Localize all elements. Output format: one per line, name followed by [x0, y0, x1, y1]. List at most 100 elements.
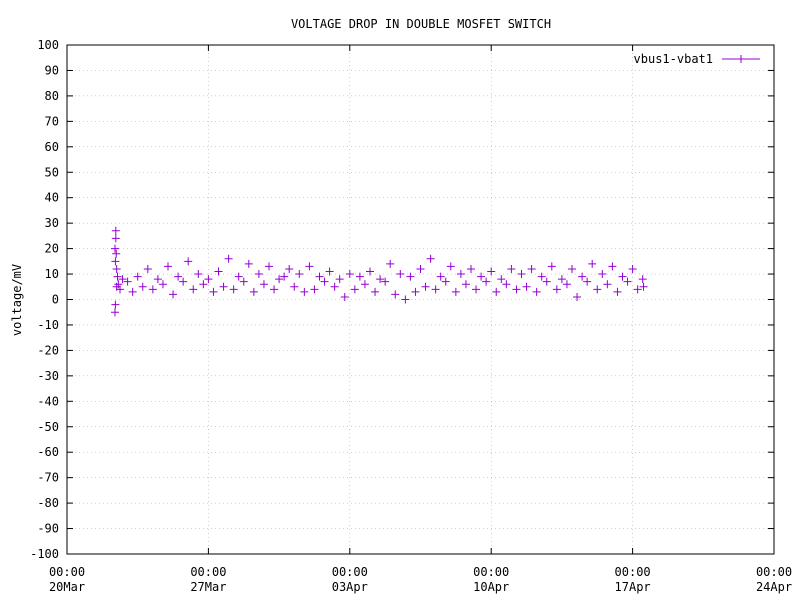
y-tick-label: 60	[45, 140, 59, 154]
y-tick-label: 40	[45, 191, 59, 205]
y-tick-label: 0	[52, 293, 59, 307]
point	[244, 259, 253, 268]
point	[557, 275, 566, 284]
x-tick-label: 00:00 10Apr	[473, 565, 509, 594]
point	[305, 262, 314, 271]
point	[164, 262, 172, 271]
point	[477, 272, 486, 281]
point	[111, 300, 120, 309]
point	[114, 280, 123, 289]
point	[350, 285, 359, 294]
point	[613, 287, 622, 296]
y-tick-label: 10	[45, 267, 59, 281]
legend-label: vbus1-vbat1	[634, 52, 713, 66]
point	[275, 275, 284, 284]
point	[133, 272, 142, 281]
point	[194, 270, 203, 279]
y-tick-label: -50	[37, 420, 59, 434]
y-tick-label: 20	[45, 242, 59, 256]
point	[456, 270, 465, 279]
point	[290, 282, 299, 291]
x-tick-label: 00:00 27Mar	[190, 565, 226, 594]
point	[446, 262, 455, 271]
point	[381, 277, 390, 286]
point	[169, 290, 178, 299]
point	[360, 280, 369, 289]
x-tick-label: 00:00 03Apr	[332, 565, 368, 594]
point	[174, 272, 183, 281]
point	[214, 267, 223, 276]
point	[416, 264, 425, 273]
point	[482, 277, 491, 286]
point	[128, 287, 137, 296]
point	[406, 272, 415, 281]
y-tick-label: -10	[37, 318, 59, 332]
point	[588, 259, 597, 268]
y-tick-label: -60	[37, 445, 59, 459]
point	[547, 262, 556, 271]
point	[603, 280, 612, 289]
point	[522, 282, 531, 291]
x-tick-label: 00:00 17Apr	[615, 565, 651, 594]
y-tick-label: 70	[45, 114, 59, 128]
legend-marker	[737, 55, 745, 63]
point	[111, 234, 120, 243]
point	[608, 262, 617, 271]
point	[411, 287, 420, 296]
point	[618, 272, 627, 281]
point	[628, 264, 637, 273]
point	[148, 285, 157, 294]
chart-title: VOLTAGE DROP IN DOUBLE MOSFET SWITCH	[291, 17, 551, 31]
plot-frame	[66, 44, 775, 555]
point	[153, 275, 162, 284]
point	[116, 285, 125, 294]
point	[189, 285, 198, 294]
point	[542, 277, 551, 286]
point	[401, 295, 410, 304]
point	[219, 282, 228, 291]
point	[441, 277, 450, 286]
point	[315, 272, 324, 281]
point	[573, 292, 582, 301]
y-tick-label: 90	[45, 63, 59, 77]
point	[461, 280, 470, 289]
point	[345, 270, 354, 279]
point	[639, 282, 648, 291]
point	[497, 275, 506, 284]
point	[295, 270, 304, 279]
point	[300, 287, 309, 296]
point	[376, 275, 385, 284]
x-tick-label: 00:00 24Apr	[756, 565, 792, 594]
y-tick-label: 30	[45, 216, 59, 230]
point	[320, 277, 329, 286]
point	[285, 264, 294, 273]
point	[552, 285, 561, 294]
point	[426, 254, 435, 263]
point	[467, 264, 475, 273]
point	[123, 277, 132, 286]
point	[280, 272, 289, 281]
point	[355, 272, 364, 281]
point	[431, 285, 440, 294]
point	[512, 285, 521, 294]
point	[593, 285, 602, 294]
point	[249, 287, 258, 296]
point	[562, 280, 571, 289]
point	[199, 280, 208, 289]
point	[239, 277, 248, 286]
point	[623, 277, 632, 286]
point	[451, 287, 460, 296]
point	[391, 290, 400, 299]
point	[340, 292, 349, 301]
point	[265, 262, 273, 271]
point	[371, 287, 380, 296]
point	[138, 282, 147, 291]
point	[184, 257, 193, 266]
point	[229, 285, 238, 294]
point	[633, 285, 642, 294]
y-tick-label: -40	[37, 394, 59, 408]
point	[204, 275, 213, 284]
point	[179, 277, 188, 286]
y-tick-label: -30	[37, 369, 59, 383]
